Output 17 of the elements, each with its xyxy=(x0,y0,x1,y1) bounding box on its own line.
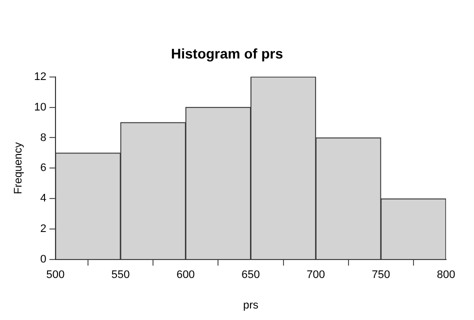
y-tick-label: 4 xyxy=(40,192,46,205)
y-tick-label: 12 xyxy=(34,70,46,83)
x-tick-label: 700 xyxy=(306,269,325,282)
x-axis-title: prs xyxy=(243,299,259,312)
y-tick-label: 6 xyxy=(40,162,46,174)
y-axis-title: Frequency xyxy=(12,142,25,194)
x-tick-label: 600 xyxy=(176,269,195,282)
x-tick-label: 650 xyxy=(242,269,260,282)
x-tick-label: 550 xyxy=(111,269,130,282)
chart-title: Histogram of prs xyxy=(170,45,284,62)
y-tick-label: 0 xyxy=(40,254,46,266)
x-tick-label: 500 xyxy=(46,269,65,282)
y-tick-label: 10 xyxy=(34,101,46,114)
x-tick-label: 750 xyxy=(372,269,390,282)
y-tick-label: 8 xyxy=(40,132,46,144)
x-tick-label: 800 xyxy=(436,269,456,282)
y-tick-label: 2 xyxy=(40,223,46,236)
